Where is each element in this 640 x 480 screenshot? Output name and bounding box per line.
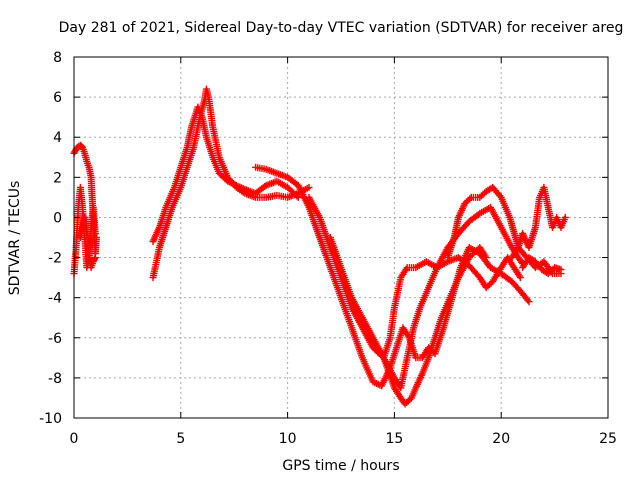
y-tick-label: 8 <box>53 50 62 66</box>
x-tick-label: 20 <box>492 431 510 447</box>
series-pass-e <box>149 103 302 245</box>
y-axis-label: SDTVAR / TECUs <box>7 181 23 296</box>
y-tick-label: -2 <box>48 251 62 267</box>
y-tick-label: -8 <box>48 371 62 387</box>
plot-frame <box>73 56 609 419</box>
series-pass-l <box>519 254 565 278</box>
y-tick-label: 0 <box>53 210 62 226</box>
series-pass-k <box>508 183 569 262</box>
series-pass-c <box>76 213 99 272</box>
series-markers <box>149 103 302 245</box>
y-tick-label: -4 <box>48 291 62 307</box>
series-markers <box>519 254 565 278</box>
axis-ticks: 0 5 10 15 20 25 -10 -8 -6 -4 -2 0 2 4 6 8 <box>39 50 617 447</box>
series-markers <box>380 254 524 362</box>
y-tick-label: -6 <box>48 331 62 347</box>
x-tick-label: 15 <box>385 431 403 447</box>
y-tick-label: 2 <box>53 170 62 186</box>
chart-title: Day 281 of 2021, Sidereal Day-to-day VTE… <box>59 20 624 36</box>
series-markers <box>508 183 569 262</box>
y-tick-label: 6 <box>53 90 62 106</box>
x-tick-label: 5 <box>176 431 185 447</box>
x-axis-label: GPS time / hours <box>282 458 399 474</box>
series-pass-i <box>380 254 524 362</box>
x-tick-label: 10 <box>279 431 297 447</box>
x-tick-label: 0 <box>70 431 79 447</box>
series-markers <box>76 213 99 272</box>
y-tick-label: 4 <box>53 130 62 146</box>
series-pass-j <box>444 183 565 278</box>
x-tick-label: 25 <box>599 431 617 447</box>
series-markers <box>444 183 565 278</box>
y-tick-label: -10 <box>39 411 62 427</box>
